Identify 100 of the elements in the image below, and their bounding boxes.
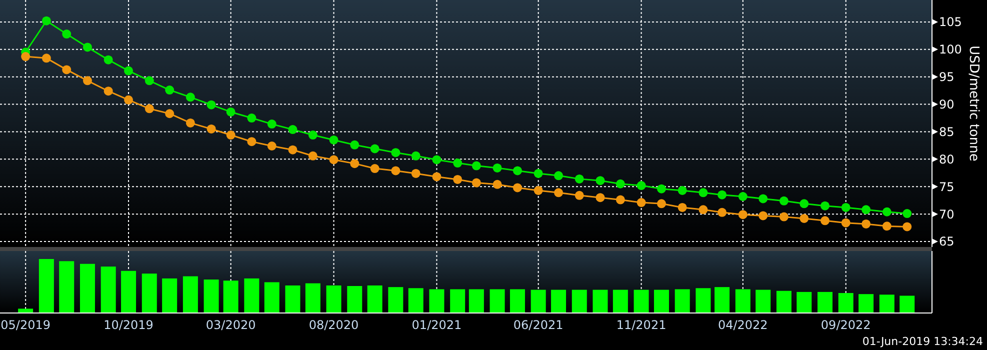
point — [636, 181, 646, 190]
x-tick-label: 08/2020 — [308, 318, 359, 332]
bar — [347, 286, 362, 313]
point — [288, 145, 298, 154]
point — [596, 176, 605, 186]
point — [370, 144, 380, 154]
point — [411, 168, 420, 178]
point — [288, 125, 298, 134]
bar — [182, 276, 198, 313]
bar — [429, 289, 444, 313]
point — [411, 151, 420, 160]
point — [656, 199, 666, 208]
point — [226, 130, 236, 140]
bar — [162, 278, 178, 313]
point — [718, 190, 727, 200]
bar — [776, 290, 792, 313]
bar — [818, 292, 833, 313]
y-tick-label: 95 — [939, 70, 954, 84]
point — [350, 140, 360, 150]
point — [329, 135, 338, 144]
point — [206, 124, 216, 134]
point — [902, 209, 912, 218]
point — [820, 216, 830, 226]
point — [432, 155, 442, 164]
point — [247, 114, 256, 123]
x-tick-label: 01/2021 — [412, 318, 462, 332]
point — [186, 92, 195, 102]
bar — [305, 283, 320, 313]
bar — [674, 289, 690, 313]
point — [308, 151, 318, 160]
point — [574, 190, 584, 200]
point — [596, 193, 605, 202]
bar — [468, 289, 484, 313]
point — [616, 179, 625, 188]
point — [779, 196, 788, 206]
point — [534, 168, 543, 178]
point — [534, 186, 543, 195]
point — [738, 210, 748, 220]
point — [124, 95, 134, 104]
point — [882, 222, 892, 231]
x-tick-label: 09/2022 — [820, 318, 871, 332]
point — [554, 171, 564, 180]
y-tick-label: 65 — [939, 234, 954, 249]
point — [758, 194, 768, 204]
point — [882, 207, 892, 216]
bar — [796, 292, 812, 313]
bar — [490, 289, 505, 313]
text: 01-Jun-2019 13:34:24 — [862, 335, 983, 348]
bar — [714, 287, 730, 313]
point — [492, 180, 502, 189]
point — [165, 86, 174, 95]
point — [370, 164, 380, 174]
point — [862, 205, 871, 214]
x-tick-label: 03/2020 — [206, 318, 256, 332]
point — [226, 107, 236, 116]
point — [82, 76, 92, 86]
x-tick-label: 11/2021 — [616, 318, 666, 332]
point — [391, 166, 400, 176]
point — [862, 219, 871, 228]
point — [472, 178, 481, 188]
point — [42, 16, 51, 26]
y-axis-title: USD/metric tonne — [966, 46, 981, 162]
point — [718, 208, 727, 217]
point — [308, 130, 318, 140]
point — [841, 202, 850, 212]
bar — [450, 289, 466, 313]
point — [800, 214, 809, 223]
point — [678, 202, 687, 212]
point — [512, 166, 522, 176]
point — [104, 55, 113, 64]
point — [350, 159, 360, 168]
bar — [264, 282, 280, 313]
point — [42, 54, 51, 63]
point — [738, 192, 748, 201]
point — [902, 222, 912, 232]
bar — [367, 285, 382, 313]
y-tick-label: 100 — [939, 42, 962, 57]
x-tick-label: 10/2019 — [104, 318, 154, 332]
bar — [592, 290, 608, 313]
point — [512, 183, 522, 192]
point — [432, 172, 442, 182]
bar — [735, 289, 750, 313]
point — [472, 161, 481, 170]
point — [453, 174, 462, 184]
y-tick-label: 75 — [939, 180, 954, 194]
x-tick-label: 04/2022 — [718, 318, 768, 332]
bar — [80, 264, 95, 313]
bar — [100, 266, 116, 313]
point — [391, 148, 400, 158]
bar — [18, 308, 34, 313]
point — [800, 199, 809, 208]
point — [104, 86, 113, 96]
point — [62, 30, 72, 39]
bar — [244, 278, 260, 313]
point — [841, 218, 850, 228]
y-tick-label: 90 — [939, 97, 954, 112]
bar — [530, 290, 546, 313]
point — [267, 142, 276, 151]
bar — [326, 285, 342, 313]
bar — [285, 285, 300, 313]
